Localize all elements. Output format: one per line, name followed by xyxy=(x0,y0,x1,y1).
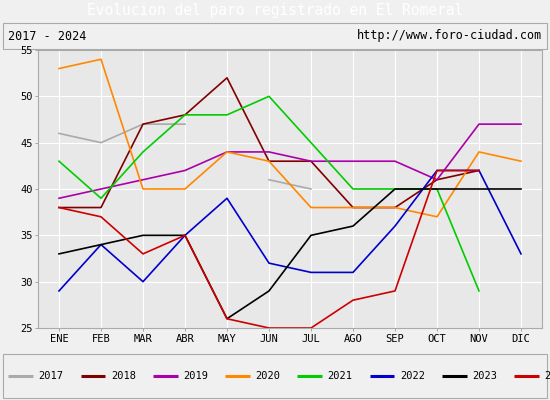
Text: 2023: 2023 xyxy=(472,371,497,381)
Text: 2017 - 2024: 2017 - 2024 xyxy=(8,30,87,42)
Text: 2022: 2022 xyxy=(400,371,425,381)
Text: 2020: 2020 xyxy=(255,371,280,381)
Text: 2021: 2021 xyxy=(328,371,353,381)
Text: 2019: 2019 xyxy=(183,371,208,381)
Text: Evolucion del paro registrado en El Romeral: Evolucion del paro registrado en El Rome… xyxy=(87,4,463,18)
Text: http://www.foro-ciudad.com: http://www.foro-ciudad.com xyxy=(356,30,542,42)
Text: 2017: 2017 xyxy=(39,371,63,381)
Text: 2018: 2018 xyxy=(111,371,136,381)
Text: 2024: 2024 xyxy=(544,371,550,381)
